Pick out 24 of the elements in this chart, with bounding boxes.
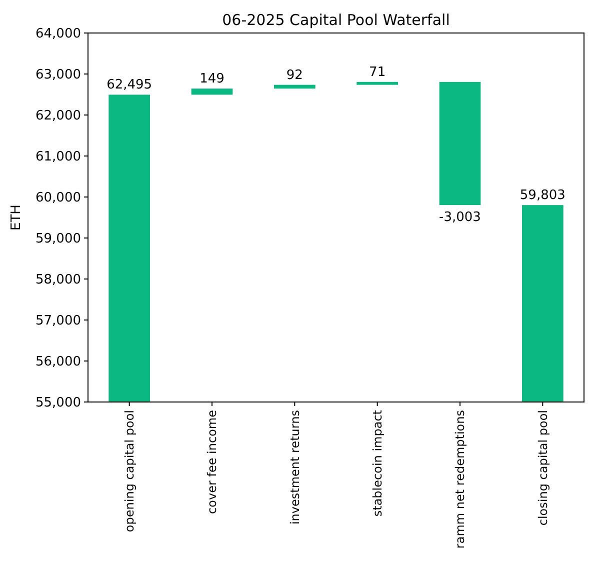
x-tick-label: investment returns — [288, 410, 302, 525]
x-tick-label: opening capital pool — [122, 410, 137, 532]
y-tick-label: 57,000 — [36, 314, 81, 329]
x-tick-label: stablecoin impact — [370, 410, 385, 517]
y-axis-title: ETH — [9, 204, 24, 230]
data-label: 59,803 — [520, 188, 566, 204]
chart-title: 06-2025 Capital Pool Waterfall — [222, 11, 450, 29]
data-label: 71 — [369, 64, 386, 80]
x-tick-label: closing capital pool — [536, 410, 550, 526]
y-tick-label: 59,000 — [36, 232, 81, 247]
x-tick-label: ramm net redemptions — [453, 410, 468, 549]
y-tick-label: 63,000 — [36, 68, 81, 83]
y-tick-label: 56,000 — [36, 354, 81, 370]
data-label: 62,495 — [106, 78, 152, 93]
x-tick-label: cover fee income — [205, 410, 220, 514]
data-label: 149 — [200, 72, 224, 87]
data-label: -3,003 — [439, 210, 481, 226]
y-tick-label: 60,000 — [36, 190, 81, 206]
y-tick-label: 62,000 — [36, 108, 81, 124]
y-tick-label: 61,000 — [36, 150, 81, 165]
y-tick-label: 55,000 — [36, 396, 81, 411]
y-tick-label: 58,000 — [36, 272, 81, 288]
y-tick-label: 64,000 — [36, 26, 81, 42]
data-label: 92 — [286, 68, 303, 83]
